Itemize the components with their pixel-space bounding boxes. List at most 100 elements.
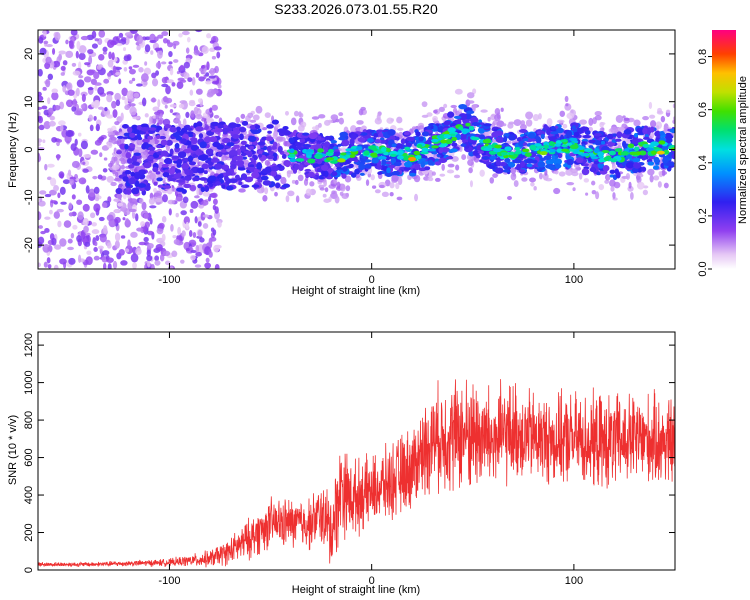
spectrogram-cell [192, 177, 200, 182]
spectrogram-cell [390, 157, 397, 165]
spectrogram-cell [124, 143, 129, 150]
spectrogram-cell [371, 185, 377, 189]
spectrogram-cell [439, 173, 446, 177]
spectrogram-cell [526, 163, 533, 168]
spectrogram-cell [188, 101, 196, 107]
spectrogram-cell [148, 197, 156, 205]
spectrogram-cell [280, 176, 287, 185]
spectrogram-cell [200, 65, 206, 69]
spectrogram-cell [365, 179, 370, 187]
spectrogram-cell [339, 191, 344, 196]
spectrogram-cell [669, 128, 675, 133]
spectrogram-cell [609, 169, 616, 174]
spectrogram-cell [111, 156, 116, 165]
spectrogram-cell [387, 129, 396, 136]
spectrogram-cell [143, 162, 152, 169]
spectrogram-cell [198, 133, 204, 139]
snr-ytick-label: 600 [23, 448, 35, 466]
spectrogram-cell [356, 120, 364, 125]
spectrogram-cell [636, 127, 642, 133]
spectrogram-cell [42, 30, 47, 37]
spectrogram-cell [183, 183, 192, 189]
spectrogram-cell [249, 119, 257, 123]
spectrogram-cell [503, 136, 508, 143]
spectrogram-cell [565, 168, 573, 176]
spectrogram-xtick-label: 0 [369, 274, 375, 286]
spectrogram-cell [91, 222, 97, 227]
spectrogram-cell [226, 142, 235, 147]
spectrogram-cell [147, 146, 156, 151]
spectrogram-cell [196, 167, 205, 174]
spectrogram-peak [620, 151, 629, 156]
spectrogram-cell [128, 208, 137, 213]
spectrogram-cell [240, 113, 246, 119]
spectrogram-cell [86, 250, 92, 256]
spectrogram-cell [38, 91, 42, 97]
spectrogram-cell [208, 175, 217, 182]
spectrogram-cell [126, 158, 133, 164]
spectrogram-cell [205, 80, 212, 85]
spectrogram-cell [129, 132, 136, 138]
spectrogram-cell [327, 167, 334, 173]
spectrogram-peak [396, 155, 404, 160]
spectrogram-cell [156, 177, 163, 182]
spectrogram-cell [125, 218, 130, 225]
spectrogram-cell [169, 67, 174, 76]
spectrogram-cell [238, 133, 244, 141]
spectrogram-cell [116, 193, 123, 199]
spectrogram-peak [601, 149, 610, 154]
spectrogram-cell [237, 167, 246, 171]
spectrogram-cell [176, 158, 183, 166]
spectrogram-cell [258, 150, 263, 156]
spectrogram-cell [642, 127, 648, 135]
spectrogram-cell [51, 47, 56, 55]
spectrogram-cell [494, 107, 501, 115]
spectrogram-cell [354, 168, 360, 175]
spectrogram-cell [38, 68, 43, 77]
spectrogram-cell [221, 184, 226, 189]
spectrogram-cell [572, 187, 576, 192]
spectrogram-peak [514, 146, 521, 151]
spectrogram-cell [171, 250, 178, 258]
spectrogram-cell [206, 61, 210, 71]
spectrogram-cell [41, 105, 48, 110]
spectrogram-cell [183, 216, 191, 225]
spectrogram-cell [208, 251, 213, 258]
spectrogram-cell [610, 126, 618, 134]
spectrogram-peak [413, 150, 421, 156]
spectrogram-cell [160, 61, 167, 65]
spectrogram-cell [111, 100, 117, 109]
spectrogram-peak [529, 144, 537, 150]
spectrogram-cell [87, 87, 94, 91]
colorbar-ticks: 0.0 0.2 0.4 0.6 0.8 [697, 49, 712, 277]
spectrogram-cell [140, 126, 150, 132]
spectrogram-cell [161, 31, 169, 37]
spectrogram-cell [89, 69, 96, 74]
spectrogram-cell [642, 189, 649, 196]
spectrogram-cell [39, 190, 47, 195]
spectrogram-cell [162, 194, 168, 203]
spectrogram-cell [362, 144, 369, 149]
spectrogram-cell [155, 61, 162, 69]
spectrogram-peak [539, 151, 548, 156]
spectrogram-cell [111, 138, 117, 145]
spectrogram-cell [513, 180, 519, 187]
spectrogram-cell [266, 155, 275, 160]
spectrogram-cell [185, 111, 190, 119]
spectrogram-cell [94, 38, 100, 42]
spectrogram-cell [165, 97, 173, 104]
spectrogram-cell [378, 184, 385, 189]
spectrogram-cell [114, 171, 119, 177]
spectrogram-cell [513, 119, 522, 126]
spectrogram-cell [566, 158, 575, 166]
spectrogram-cell [118, 32, 124, 38]
spectrogram-cell [190, 110, 195, 118]
spectrogram-peak [337, 158, 346, 163]
spectrogram-cell [337, 143, 342, 147]
spectrogram-cell [654, 130, 662, 138]
spectrogram-cell [67, 238, 73, 244]
spectrogram-cell [169, 266, 174, 269]
spectrogram-cell [181, 230, 186, 237]
spectrogram-cell [287, 190, 295, 197]
